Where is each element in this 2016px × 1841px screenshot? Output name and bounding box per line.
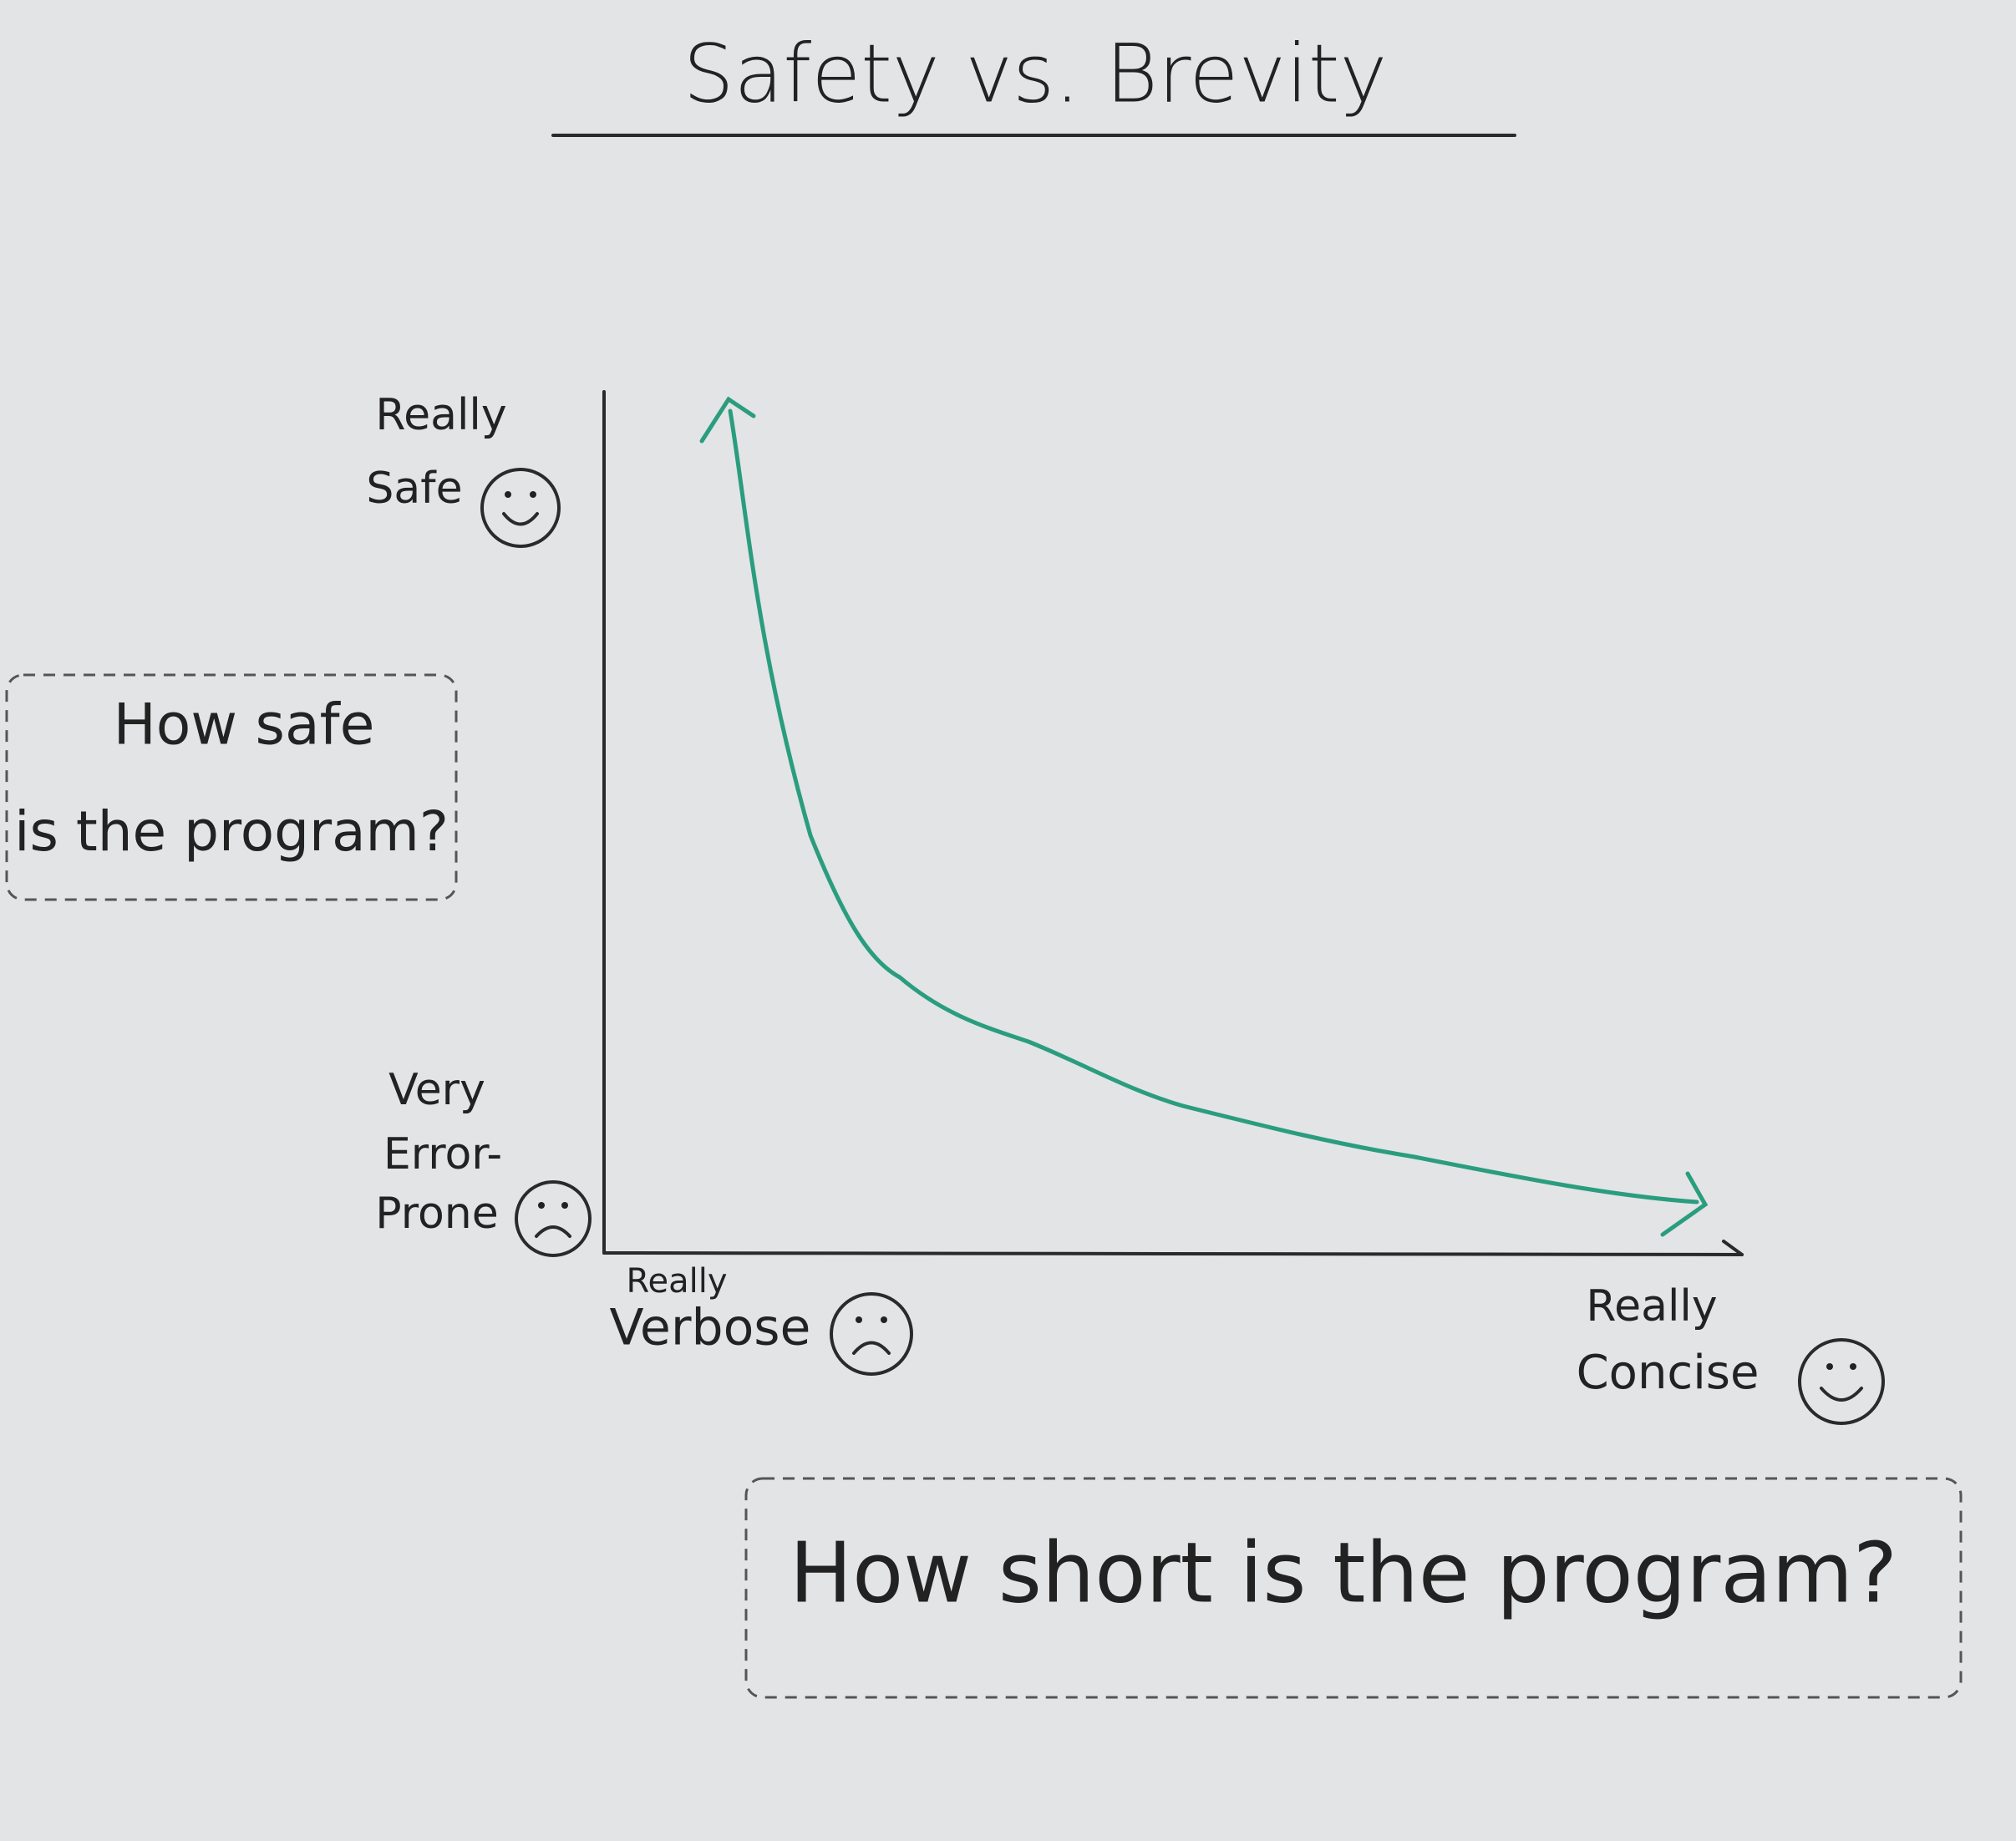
- x-right-label: Really: [1586, 1281, 1717, 1331]
- chart-title: Safety vs. Brevity: [683, 27, 1388, 120]
- y-bottom-label: Very: [388, 1065, 485, 1115]
- xlabel-box: [744, 1477, 1963, 1699]
- frowny: [830, 1292, 913, 1376]
- x-right-label: Concise: [1577, 1346, 1760, 1400]
- x-axis-title: How short is the program?: [790, 1524, 1897, 1621]
- y-top-label: Really: [375, 390, 506, 440]
- smiley: [1798, 1338, 1885, 1425]
- ylabel-box: [5, 673, 458, 901]
- x-axis: [602, 1251, 1744, 1256]
- trend-curve: [728, 408, 1699, 1205]
- x-axis-end: [1722, 1240, 1744, 1256]
- smiley: [480, 468, 561, 548]
- x-left-label: Really: [626, 1262, 727, 1301]
- x-left-label: Verbose: [610, 1299, 811, 1357]
- curve-arrow: [1660, 1171, 1709, 1237]
- y-bottom-label: Error-: [383, 1129, 502, 1179]
- y-axis-title: How safe: [114, 692, 375, 758]
- y-axis-title: is the program?: [14, 799, 449, 864]
- curve-arrow: [699, 396, 756, 444]
- y-top-label: Safe: [366, 464, 462, 514]
- frowny: [515, 1180, 592, 1257]
- y-bottom-label: Prone: [375, 1189, 498, 1239]
